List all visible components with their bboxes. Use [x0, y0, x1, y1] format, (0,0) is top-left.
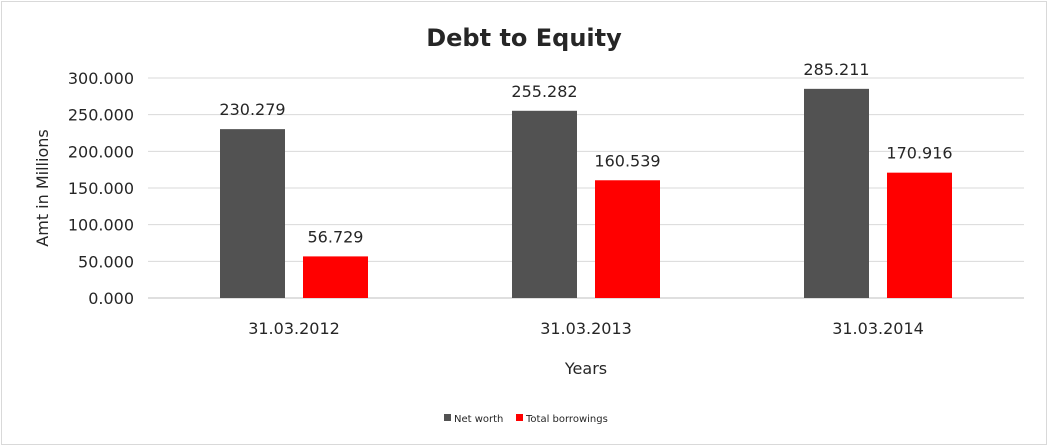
bar-total-borrowings — [595, 180, 660, 298]
data-label: 160.539 — [594, 151, 660, 170]
data-label: 255.282 — [511, 82, 577, 101]
y-tick-label: 0.000 — [88, 289, 134, 308]
data-label: 170.916 — [886, 144, 952, 163]
y-tick-label: 100.000 — [68, 216, 134, 235]
y-tick-label: 50.000 — [78, 252, 134, 271]
bar-total-borrowings — [303, 256, 368, 298]
x-tick-label: 31.03.2012 — [248, 319, 340, 338]
x-axis-ticks: 31.03.2012 31.03.2013 31.03.2014 — [248, 319, 924, 338]
bar-net-worth — [512, 110, 577, 298]
data-label: 230.279 — [219, 100, 285, 119]
y-tick-label: 150.000 — [68, 179, 134, 198]
x-tick-label: 31.03.2014 — [832, 319, 924, 338]
y-axis-ticks: 0.000 50.000 100.000 150.000 200.000 250.000 3… — [68, 69, 134, 308]
bars: 230.279 56.729 255.282 160.539 285.211 170.91… — [219, 60, 953, 298]
bar-net-worth — [220, 129, 285, 298]
y-axis-label: Amt in Millions — [33, 129, 52, 246]
legend-label: Net worth — [454, 414, 503, 425]
data-label: 56.729 — [308, 227, 364, 246]
bar-total-borrowings — [887, 172, 952, 298]
legend: Net worth Total borrowings — [444, 414, 608, 425]
bar-net-worth — [804, 88, 869, 298]
chart-title: Debt to Equity — [426, 24, 622, 52]
x-tick-label: 31.03.2013 — [540, 319, 632, 338]
y-tick-label: 250.000 — [68, 106, 134, 125]
x-axis-label: Years — [564, 359, 607, 378]
legend-swatch — [444, 414, 451, 421]
y-tick-label: 300.000 — [68, 69, 134, 88]
legend-label: Total borrowings — [525, 414, 608, 425]
data-label: 285.211 — [803, 60, 869, 79]
y-tick-label: 200.000 — [68, 142, 134, 161]
legend-swatch — [516, 414, 523, 421]
grid-lines — [148, 77, 1024, 299]
